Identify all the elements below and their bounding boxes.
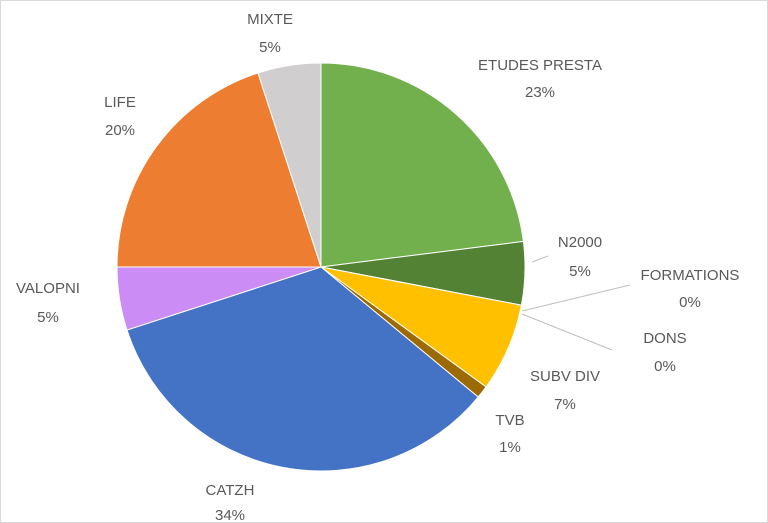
slice-value-label: 5% bbox=[259, 39, 281, 56]
leader-line bbox=[531, 255, 549, 263]
slice-label: FORMATIONS bbox=[641, 267, 740, 284]
slice-label: TVB bbox=[495, 412, 524, 429]
slice-label: MIXTE bbox=[247, 11, 293, 28]
slice-value-label: 0% bbox=[654, 358, 676, 375]
slice-value-label: 1% bbox=[499, 439, 521, 456]
slice-value-label: 23% bbox=[525, 84, 555, 101]
slice-label: LIFE bbox=[104, 94, 136, 111]
slice-value-label: 34% bbox=[215, 507, 245, 523]
slice-label: VALOPNI bbox=[16, 280, 80, 297]
slice-label: N2000 bbox=[558, 234, 602, 251]
slice-label: ETUDES PRESTA bbox=[478, 57, 602, 74]
pie-slice bbox=[126, 266, 479, 472]
slice-value-label: 20% bbox=[105, 122, 135, 139]
pie-slice bbox=[320, 62, 524, 268]
leader-line bbox=[521, 313, 613, 351]
slice-label: SUBV DIV bbox=[530, 368, 600, 385]
pie-slice bbox=[116, 72, 322, 268]
pie-slice bbox=[257, 62, 322, 268]
slice-value-label: 5% bbox=[569, 263, 591, 280]
slice-value-label: 0% bbox=[679, 294, 701, 311]
slice-value-label: 5% bbox=[37, 309, 59, 326]
slice-value-label: 7% bbox=[554, 396, 576, 413]
leader-line bbox=[521, 284, 631, 312]
slice-label: DONS bbox=[643, 330, 686, 347]
slice-label: CATZH bbox=[206, 482, 255, 499]
